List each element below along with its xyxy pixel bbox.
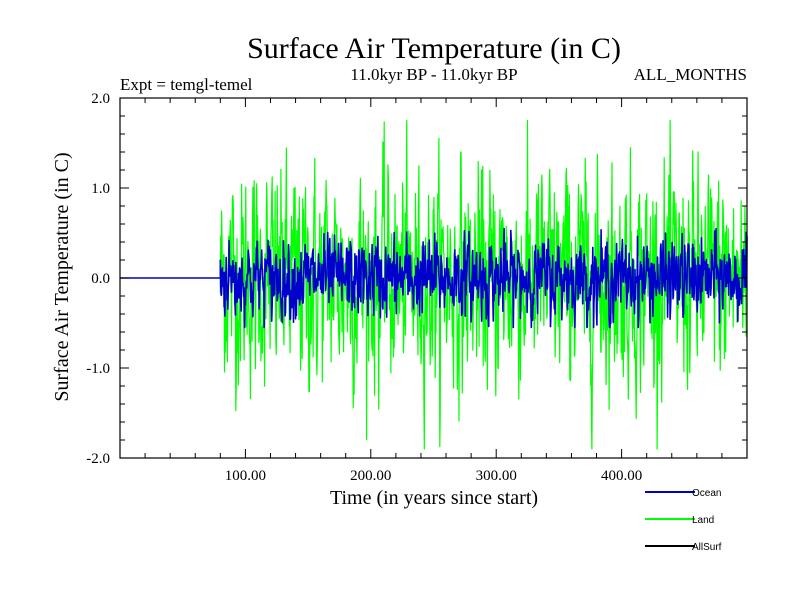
months-label: ALL_MONTHS: [634, 65, 747, 84]
series-line-ocean: [120, 227, 748, 329]
legend-label-allsurf: AllSurf: [692, 542, 722, 553]
plot-area: 100.00 200.00 300.00 400.00 -2.0 -1.0 0.0 1.0 2.…: [86, 91, 748, 484]
y-axis-label: Surface Air Temperature (in C): [51, 152, 73, 401]
y-tick-label: -1.0: [86, 361, 110, 377]
y-tick-label: 2.0: [91, 91, 110, 107]
legend-label-land: Land: [692, 515, 714, 526]
period-label: 11.0kyr BP - 11.0kyr BP: [350, 65, 517, 84]
x-tick-label: 400.00: [601, 468, 642, 484]
chart-title: Surface Air Temperature (in C): [247, 32, 621, 65]
x-axis-label: Time (in years since start): [330, 487, 538, 509]
x-tick-label: 100.00: [225, 468, 266, 484]
legend-label-ocean: Ocean: [692, 488, 721, 499]
x-tick-label: 300.00: [476, 468, 517, 484]
x-tick-label: 200.00: [350, 468, 391, 484]
y-tick-label: 1.0: [91, 181, 110, 197]
y-tick-label: -2.0: [86, 451, 110, 467]
legend: Ocean Land AllSurf: [645, 488, 722, 553]
series-line-land: [219, 119, 748, 450]
y-tick-label: 0.0: [91, 271, 110, 287]
experiment-label: Expt = temgl-temel: [120, 75, 253, 94]
